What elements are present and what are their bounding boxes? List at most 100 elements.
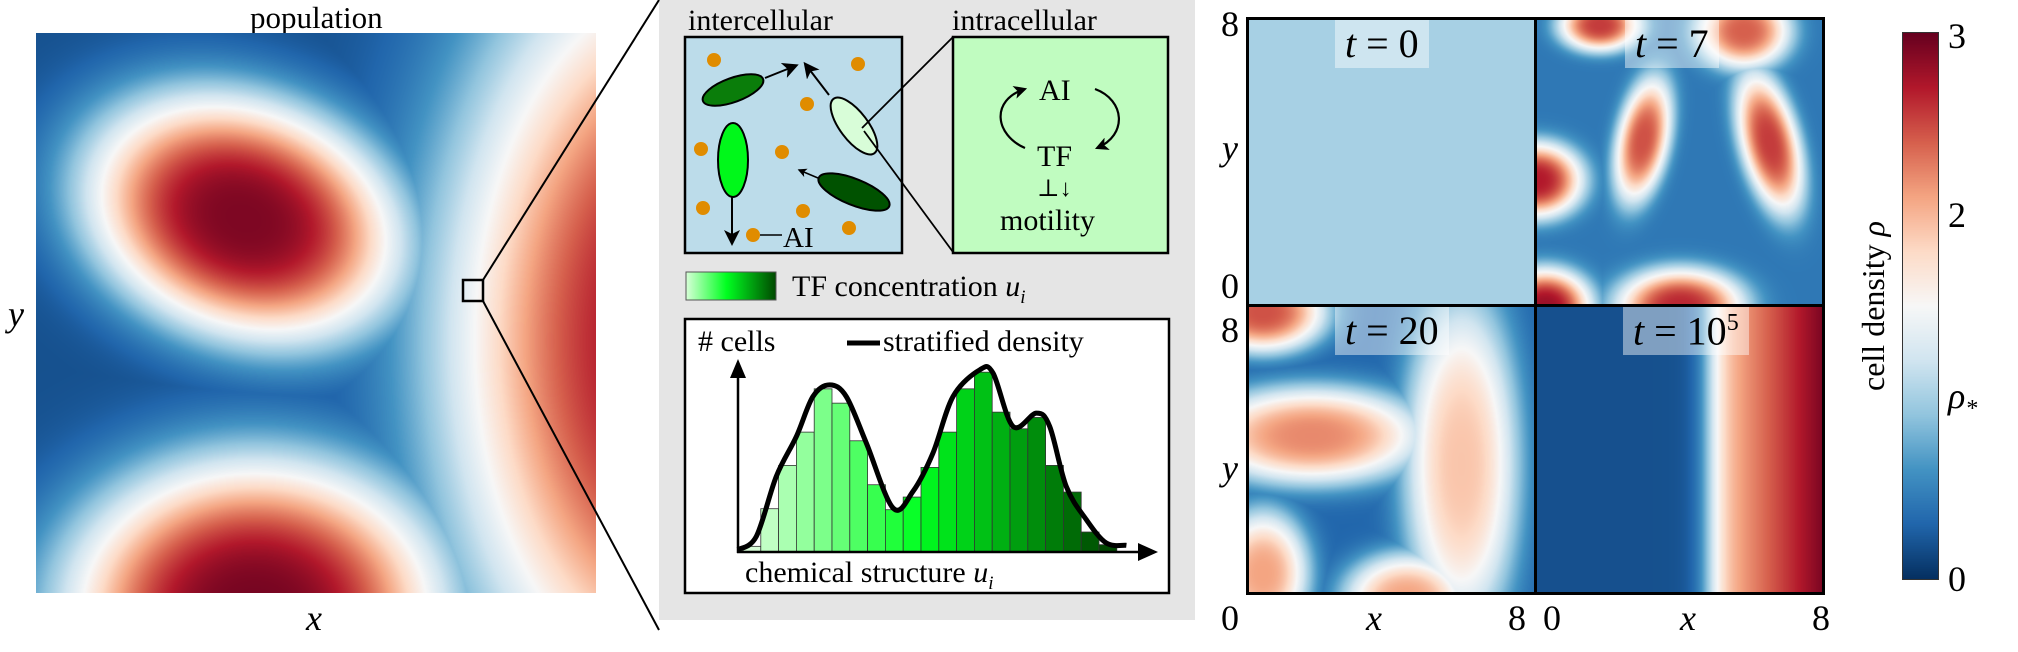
time-exponent: 5 — [1726, 310, 1739, 336]
autoinducer-dot — [707, 53, 721, 67]
autoinducer-dot — [746, 228, 760, 242]
time-var: t — [1635, 21, 1647, 66]
tf-concentration-legend: TF concentration ui — [792, 270, 1026, 308]
x-tick-min-left: 0 — [1221, 598, 1239, 638]
time-var: t — [1633, 308, 1645, 354]
y-tick-max-top: 8 — [1221, 4, 1239, 44]
colorbar-tick-label-2: 2 — [1948, 195, 1966, 235]
cell-dark-green — [701, 73, 765, 107]
cell-motion-arrow — [764, 63, 799, 79]
histogram-bar — [920, 467, 940, 553]
autoinducer-dot — [851, 57, 865, 71]
zoom-line-top — [482, 0, 660, 281]
y-tick-max-bottom: 8 — [1221, 310, 1239, 350]
colorbar-label-text: cell density — [1855, 236, 1891, 391]
time-label-t20: t = 20 — [1335, 307, 1449, 355]
x-axis-arrowhead — [1138, 543, 1158, 561]
heatmap-t20 — [1248, 306, 1536, 593]
autoinducer-dot — [696, 201, 710, 215]
cell-zoom-line-top — [861, 36, 954, 129]
x-tick-max-right: 8 — [1812, 598, 1830, 638]
intracellular-title: intracellular — [952, 4, 1097, 37]
cell-light-green — [829, 96, 879, 156]
histogram-xlabel-text: chemical structure — [745, 556, 974, 589]
autoinducer-dot — [796, 204, 810, 218]
histogram-bar — [796, 431, 815, 553]
stratified-density-curve — [736, 364, 1127, 552]
time-label-t0: t = 0 — [1335, 20, 1429, 68]
autoinducer-dot — [775, 145, 789, 159]
rho-subscript: * — [1965, 396, 1978, 423]
intercellular-title: intercellular — [688, 4, 833, 37]
time-var: t — [1345, 21, 1357, 66]
time-label-t1e5: t = 105 — [1623, 307, 1749, 356]
histogram-xlabel: chemical structure ui — [745, 556, 994, 594]
cell-bright-green — [717, 122, 749, 198]
y-axis-arrowhead — [730, 359, 746, 378]
intracellular-tf: TF — [1037, 140, 1073, 173]
autoinducer-dot — [842, 221, 856, 235]
y-tick-min-top: 0 — [1221, 266, 1239, 306]
autoinducer-dots — [694, 53, 865, 242]
time-label-t7: t = 7 — [1625, 20, 1719, 68]
histogram-bar — [1027, 417, 1047, 553]
tf-regulates-motility-symbol: ⊥↓ — [1037, 176, 1072, 202]
tf-concentration-gradient — [685, 271, 777, 301]
x-axis-label-right: x — [1680, 598, 1696, 638]
histogram-bar — [778, 465, 797, 553]
population-title: population — [250, 0, 383, 35]
zoom-line-bottom — [482, 300, 660, 631]
histogram-bar — [813, 388, 833, 553]
heatmap-t7 — [1536, 19, 1824, 306]
colorbar-label: cell density ρ — [1855, 221, 1891, 391]
histogram-bar — [867, 484, 886, 553]
autoinducer-label: AI — [783, 222, 814, 254]
colorbar-tick-label-rho-star: ρ* — [1948, 378, 1977, 421]
histogram-bar — [991, 411, 1011, 553]
rho-symbol: ρ — [1948, 376, 1966, 416]
time-value: = 10 — [1644, 308, 1727, 354]
intracellular-motility: motility — [1000, 204, 1096, 237]
histogram-bar — [938, 431, 957, 553]
histogram-bar — [831, 402, 851, 553]
histogram-bar — [956, 388, 975, 553]
feedback-arrow-right — [1094, 87, 1120, 150]
population-heatmap — [36, 33, 596, 593]
population-xlabel: x — [306, 598, 322, 638]
intracellular-box — [951, 35, 1170, 255]
heatmap-t0 — [1248, 19, 1536, 306]
colorbar-tick-label-3: 3 — [1948, 16, 1966, 56]
autoinducer-dot — [800, 97, 814, 111]
zoom-region-box — [461, 278, 485, 303]
histogram-ylabel: # cells — [698, 325, 776, 358]
population-ylabel: y — [8, 294, 24, 334]
histogram-bar — [1009, 428, 1029, 553]
y-axis-label-top: y — [1222, 128, 1238, 168]
grid-divider-horizontal — [1246, 304, 1825, 307]
heatmap-t1e5 — [1536, 306, 1824, 593]
x-tick-min-right: 0 — [1543, 598, 1561, 638]
tf-legend-var: u — [1005, 270, 1021, 303]
time-value: = 0 — [1356, 21, 1419, 66]
time-var: t — [1345, 308, 1357, 353]
cell-zoom-line-bottom — [863, 130, 954, 253]
histogram-xlabel-var: u — [973, 556, 989, 589]
cell-motion-arrow — [803, 61, 830, 96]
histogram-bar — [1045, 465, 1064, 553]
histogram-bar — [974, 371, 993, 553]
cell-darkest-green — [817, 172, 891, 212]
colorbar — [1902, 32, 1939, 580]
intracellular-ai: AI — [1039, 74, 1071, 107]
colorbar-tick-label-0: 0 — [1948, 559, 1966, 599]
x-tick-max-left: 8 — [1508, 598, 1526, 638]
colorbar-label-var: ρ — [1855, 221, 1891, 237]
tf-legend-sub: i — [1020, 287, 1026, 308]
histogram-bar — [885, 509, 904, 553]
time-value: = 7 — [1646, 21, 1709, 66]
autoinducer-dot — [694, 142, 708, 156]
y-axis-label-bottom: y — [1222, 448, 1238, 488]
cell-motion-arrow — [797, 168, 819, 179]
histogram-xlabel-sub: i — [988, 573, 994, 594]
